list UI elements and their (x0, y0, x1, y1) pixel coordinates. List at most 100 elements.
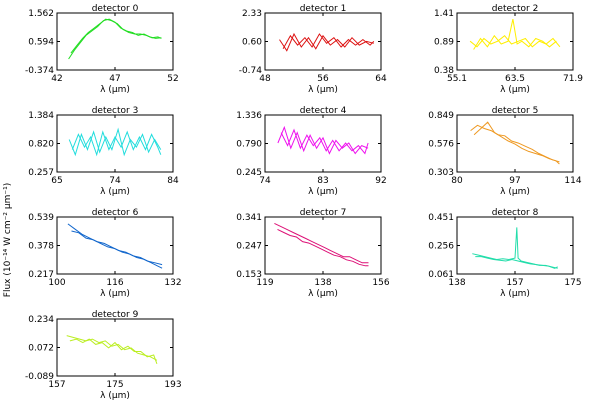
series-line-1 (473, 18, 557, 50)
x-tick-label: 83 (317, 176, 328, 186)
y-tick-label: 0.245 (236, 168, 262, 178)
panel-frame (264, 12, 382, 71)
x-tick-label: 56 (317, 74, 329, 84)
x-axis-label: λ (μm) (308, 85, 338, 95)
x-axis-label: λ (μm) (100, 391, 130, 400)
panel-9: detector 9 157 175 193 -0.089 0.072 0.234 λ (μm… (25, 310, 182, 400)
x-tick-label: 71.9 (563, 74, 583, 84)
x-tick-label: 100 (48, 278, 65, 288)
x-tick-label: 114 (564, 176, 581, 186)
series-line-0 (274, 222, 369, 264)
y-tick-label: 0.38 (434, 66, 454, 76)
y-tick-label: 0.89 (434, 38, 454, 48)
panel-title: detector 6 (92, 208, 139, 218)
series-line-0 (66, 335, 158, 361)
y-tick-label: 0.576 (428, 140, 454, 150)
x-tick-label: 157 (506, 278, 523, 288)
series-line-1 (282, 33, 375, 50)
panel-title: detector 7 (300, 208, 347, 218)
x-axis-label: λ (μm) (500, 289, 530, 299)
x-axis-label: λ (μm) (308, 187, 338, 197)
x-tick-label: 42 (51, 74, 62, 84)
y-tick-label: 0.849 (428, 111, 454, 121)
series-line-1 (71, 230, 163, 269)
y-tick-label: 0.153 (236, 270, 262, 280)
series-line-0 (68, 127, 162, 157)
x-tick-label: 138 (314, 278, 331, 288)
series-line-1 (475, 256, 558, 269)
x-tick-label: 52 (167, 74, 178, 84)
y-tick-label: 0.539 (28, 213, 54, 223)
x-tick-label: 47 (109, 74, 120, 84)
y-tick-label: 0.451 (428, 213, 454, 223)
y-tick-label: 1.41 (434, 9, 454, 19)
panel-4: detector 4 74 83 92 0.245 0.790 1.336 λ (μm) (236, 106, 386, 197)
panel-1: detector 1 48 56 64 -0.74 0.60 2.33 λ (μm) (239, 4, 387, 95)
panel-frame (456, 216, 574, 275)
x-tick-label: 156 (372, 278, 389, 288)
panel-title: detector 2 (492, 4, 539, 14)
y-tick-label: 2.33 (242, 9, 262, 19)
series-line-0 (277, 125, 369, 155)
y-tick-label: 0.303 (428, 168, 454, 178)
y-tick-label: 0.061 (428, 270, 454, 280)
x-tick-label: 84 (167, 176, 179, 186)
x-tick-label: 175 (106, 380, 123, 390)
x-tick-label: 138 (448, 278, 465, 288)
panel-2: detector 2 55.1 63.5 71.9 0.38 0.89 1.41 λ (μm) (434, 4, 583, 95)
x-tick-label: 119 (256, 278, 273, 288)
y-tick-label: 0.217 (28, 270, 54, 280)
y-tick-label: 0.790 (236, 140, 262, 150)
x-tick-label: 80 (451, 176, 463, 186)
series-line-1 (280, 128, 369, 155)
x-axis-label: λ (μm) (308, 289, 338, 299)
panel-frame (456, 114, 574, 173)
panel-3: detector 3 65 74 84 0.257 0.820 1.384 λ (μm) (28, 106, 179, 197)
y-tick-label: 1.562 (28, 9, 54, 19)
x-tick-label: 175 (564, 278, 581, 288)
x-tick-label: 92 (375, 176, 386, 186)
x-tick-label: 65 (51, 176, 62, 186)
panel-title: detector 9 (92, 310, 139, 320)
series-line-0 (472, 227, 558, 269)
x-axis-label: λ (μm) (100, 289, 130, 299)
x-tick-label: 74 (109, 176, 121, 186)
panel-title: detector 4 (300, 106, 347, 116)
panel-8: detector 8 138 157 175 0.061 0.256 0.451 λ (μm) (428, 208, 581, 299)
panel-7: detector 7 119 138 156 0.153 0.247 0.341 λ (μm) (236, 208, 390, 299)
x-tick-label: 63.5 (505, 74, 525, 84)
panel-title: detector 1 (300, 4, 347, 14)
x-axis-label: λ (μm) (100, 85, 130, 95)
y-tick-label: -0.74 (239, 66, 263, 76)
y-tick-label: 0.072 (28, 344, 54, 354)
y-tick-label: -0.374 (25, 66, 54, 76)
panel-5: detector 5 80 97 114 0.303 0.576 0.849 λ (μm) (428, 106, 582, 197)
series-line-0 (279, 32, 374, 52)
y-tick-label: 1.336 (236, 111, 262, 121)
panel-title: detector 8 (492, 208, 539, 218)
x-tick-label: 193 (164, 380, 181, 390)
y-tick-label: 0.256 (428, 242, 454, 252)
y-tick-label: 0.378 (28, 242, 54, 252)
series-line-0 (67, 223, 163, 266)
series-line-0 (469, 35, 561, 48)
panel-title: detector 0 (92, 4, 139, 14)
series-line-1 (69, 338, 158, 364)
panel-frame (56, 318, 174, 377)
series-line-1 (277, 228, 369, 267)
x-tick-label: 116 (106, 278, 123, 288)
panel-title: detector 5 (492, 106, 539, 116)
x-tick-label: 97 (509, 176, 520, 186)
series-line-1 (71, 130, 162, 157)
x-tick-label: 55.1 (447, 74, 467, 84)
y-tick-label: 0.234 (28, 315, 54, 325)
series-line-1 (70, 18, 162, 54)
figure-y-axis-label: Flux (10⁻¹⁴ W cm⁻² μm⁻¹) (3, 183, 13, 297)
x-axis-label: λ (μm) (500, 85, 530, 95)
y-tick-label: 0.820 (28, 140, 54, 150)
panel-frame (56, 12, 174, 71)
x-axis-label: λ (μm) (500, 187, 530, 197)
series-line-1 (473, 121, 560, 165)
